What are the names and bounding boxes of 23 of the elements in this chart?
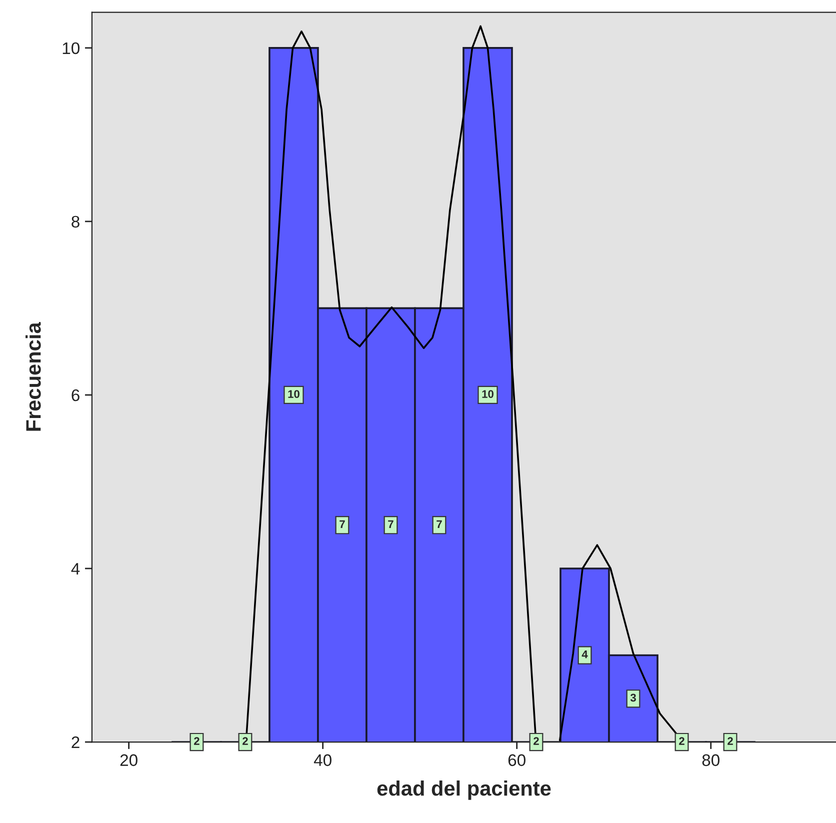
y-tick-label: 10 [62,42,80,54]
y-tick-label: 4 [71,563,80,575]
data-label: 2 [679,737,684,745]
data-label: 7 [436,520,442,528]
x-tick-label: 60 [508,754,526,766]
data-label: 10 [482,390,494,398]
data-label: 2 [194,737,200,745]
data-label: 2 [728,737,733,745]
data-label: 10 [288,390,300,398]
data-label: 2 [242,737,248,745]
data-label: 7 [340,520,345,528]
data-label: 2 [534,737,539,745]
x-tick-label: 20 [120,754,138,766]
data-label: 7 [388,520,394,528]
data-label: 4 [582,650,588,658]
x-tick-label: 80 [702,754,720,766]
y-tick-label: 8 [72,216,80,228]
y-axis-title: Frecuencia [26,322,41,431]
data-label: 3 [630,694,636,702]
x-tick-label: 40 [314,754,332,766]
x-axis-title: edad del paciente [377,780,551,800]
y-tick-label: 6 [72,389,80,402]
y-tick-label: 2 [72,736,80,748]
